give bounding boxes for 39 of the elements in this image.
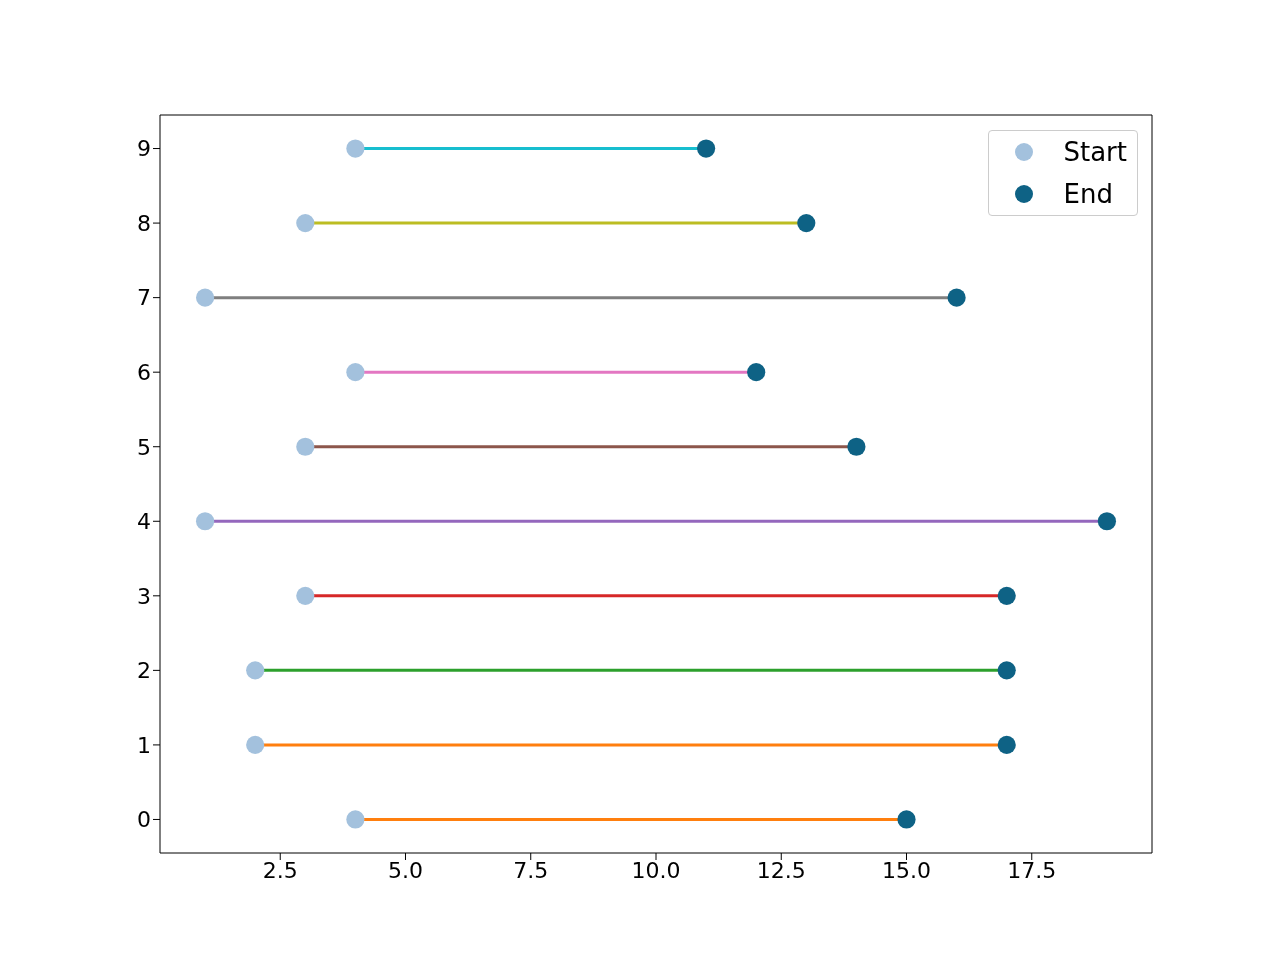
legend-label: Start bbox=[1063, 137, 1127, 167]
y-tick-label: 8 bbox=[137, 210, 151, 236]
point bbox=[296, 437, 315, 456]
point bbox=[296, 586, 315, 605]
point bbox=[296, 214, 315, 233]
y-tick-label: 9 bbox=[137, 136, 151, 162]
point bbox=[1097, 512, 1117, 531]
y-tick-label: 5 bbox=[137, 434, 151, 460]
point bbox=[195, 288, 215, 307]
y-tick-label: 6 bbox=[137, 359, 151, 385]
y-tick-label: 1 bbox=[137, 732, 151, 758]
y-tick-label: 2 bbox=[137, 658, 151, 684]
point bbox=[697, 139, 716, 158]
x-tick-label: 17.5 bbox=[1007, 857, 1057, 883]
point bbox=[997, 586, 1016, 605]
point bbox=[246, 735, 265, 754]
point bbox=[346, 363, 365, 382]
point bbox=[947, 288, 966, 307]
point bbox=[346, 139, 365, 158]
x-tick-label: 12.5 bbox=[756, 857, 806, 883]
x-tick-label: 7.5 bbox=[513, 857, 549, 883]
point bbox=[997, 735, 1016, 754]
point bbox=[997, 661, 1016, 680]
x-tick-label: 2.5 bbox=[262, 857, 298, 883]
y-tick-label: 0 bbox=[137, 807, 151, 833]
point bbox=[346, 810, 365, 829]
point bbox=[195, 512, 215, 531]
y-tick-label: 7 bbox=[137, 285, 151, 311]
point bbox=[797, 214, 816, 233]
x-tick-label: 15.0 bbox=[882, 857, 931, 883]
legend-label: End bbox=[1063, 179, 1113, 209]
x-tick-label: 10.0 bbox=[631, 857, 681, 883]
point bbox=[897, 810, 916, 829]
point bbox=[747, 363, 766, 382]
y-tick-label: 4 bbox=[137, 509, 151, 535]
point bbox=[246, 661, 265, 680]
y-tick-label: 3 bbox=[137, 583, 151, 609]
x-tick-label: 5.0 bbox=[387, 857, 423, 883]
point bbox=[847, 437, 866, 456]
